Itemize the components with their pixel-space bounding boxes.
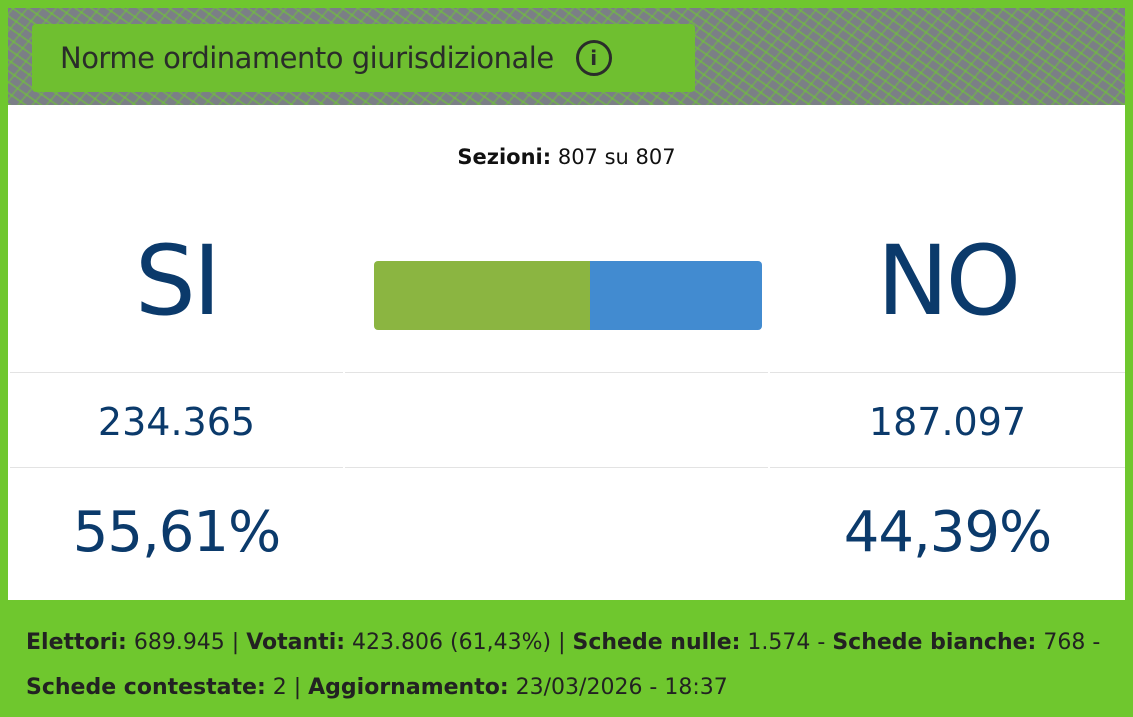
si-bar-segment	[374, 261, 590, 330]
divider	[345, 467, 768, 468]
info-icon[interactable]: i	[575, 40, 612, 76]
no-bar-segment	[589, 261, 762, 330]
elettori-value: 689.945	[133, 630, 225, 655]
divider	[345, 372, 768, 373]
footer-stats: Elettori: 689.945 | Votanti: 423.806 (61…	[26, 630, 1101, 700]
contestate-value: 2	[272, 675, 287, 700]
divider	[770, 467, 1125, 468]
divider	[770, 372, 1125, 373]
divider	[10, 467, 343, 468]
no-percent: 44,39%	[843, 500, 1053, 565]
sezioni-label: Sezioni:	[457, 145, 552, 169]
si-label: SI	[134, 225, 221, 337]
bianche-label: Schede bianche:	[832, 630, 1037, 655]
aggiornamento-label: Aggiornamento:	[308, 675, 509, 700]
nulle-label: Schede nulle:	[572, 630, 741, 655]
sezioni-count: Sezioni: 807 su 807	[8, 145, 1125, 169]
si-percent: 55,61%	[72, 500, 282, 565]
elettori-label: Elettori:	[26, 630, 127, 655]
nulle-value: 1.574	[747, 630, 811, 655]
contestate-label: Schede contestate:	[26, 675, 266, 700]
result-bar	[374, 261, 762, 330]
si-votes: 234.365	[97, 400, 256, 444]
aggiornamento-value: 23/03/2026 - 18:37	[515, 675, 728, 700]
no-votes: 187.097	[868, 400, 1027, 444]
divider	[10, 372, 343, 373]
page-title: Norme ordinamento giurisdizionale	[60, 41, 554, 75]
header-band: Norme ordinamento giurisdizionale i	[8, 8, 1125, 105]
no-label: NO	[876, 225, 1021, 337]
votanti-label: Votanti:	[246, 630, 346, 655]
results-panel: Sezioni: 807 su 807 SI NO 234.365 187.09…	[8, 105, 1125, 600]
sezioni-value: 807 su 807	[557, 145, 676, 169]
bianche-value: 768	[1043, 630, 1086, 655]
votanti-value: 423.806 (61,43%)	[352, 630, 552, 655]
title-box: Norme ordinamento giurisdizionale i	[32, 24, 695, 92]
